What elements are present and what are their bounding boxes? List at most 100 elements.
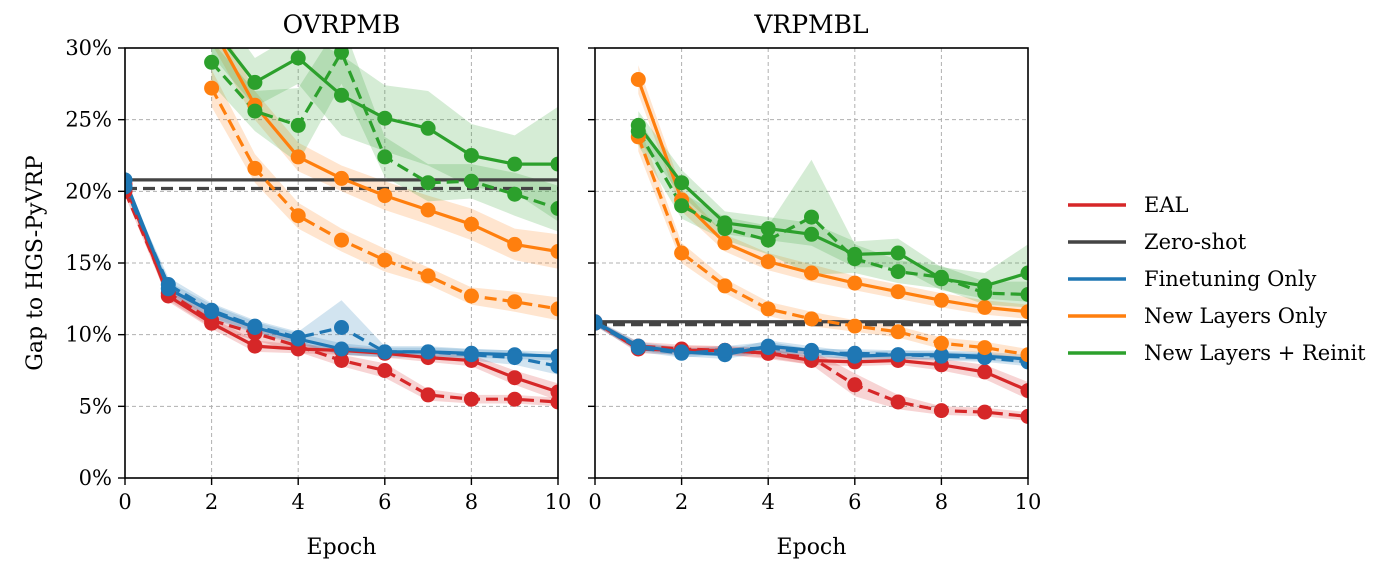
point-new-layers-only	[804, 311, 819, 327]
point-new-layers-reinit	[334, 48, 349, 60]
point-finetuning-only	[377, 344, 393, 360]
point-new-layers-only	[1020, 347, 1028, 363]
x-tick-label: 2	[675, 490, 688, 514]
point-new-layers-only	[507, 236, 523, 252]
point-new-layers-only	[420, 268, 436, 284]
point-new-layers-reinit	[890, 245, 906, 261]
point-eal	[1020, 408, 1028, 424]
point-new-layers-reinit	[804, 209, 819, 225]
point-new-layers-only	[550, 301, 558, 317]
x-tick-label: 4	[292, 490, 305, 514]
point-new-layers-reinit	[507, 186, 523, 202]
point-finetuning-only	[804, 345, 819, 361]
band-new-layers-only-solid	[638, 65, 1028, 319]
point-new-layers-reinit	[1020, 287, 1028, 302]
band-new-layers-only-solid	[214, 48, 558, 269]
line-new-layers-only-solid	[636, 78, 1028, 314]
y-tick-label: 30%	[65, 36, 112, 60]
point-eal	[977, 364, 993, 380]
legend: EAL Zero-shot Finetuning Only New Layers On…	[1068, 193, 1366, 365]
x-tick-label: 8	[465, 490, 478, 514]
point-new-layers-reinit	[290, 117, 306, 133]
point-new-layers-reinit	[334, 87, 349, 103]
point-finetuning-only	[334, 341, 349, 357]
point-new-layers-only	[463, 216, 479, 232]
line-new-layers-reinit-dashed	[636, 130, 1028, 297]
point-new-layers-reinit	[507, 156, 523, 172]
point-eal	[507, 370, 523, 386]
point-new-layers-reinit	[247, 103, 263, 119]
y-tick-label: 25%	[65, 108, 112, 132]
point-new-layers-reinit	[463, 173, 479, 189]
line-new-layers-reinit-solid	[637, 124, 1028, 288]
point-finetuning-only	[334, 320, 349, 335]
point-finetuning-only	[890, 347, 906, 363]
point-new-layers-reinit	[804, 226, 819, 242]
y-tick-label: 15%	[65, 251, 112, 275]
point-new-layers-reinit	[674, 175, 690, 191]
x-tick-label: 0	[118, 490, 131, 514]
point-new-layers-only	[977, 340, 993, 356]
point-new-layers-only	[334, 232, 349, 248]
point-new-layers-only	[977, 299, 993, 315]
panel-title: OVRPMB	[283, 10, 401, 39]
point-finetuning-only	[463, 347, 479, 363]
point-new-layers-reinit	[630, 123, 646, 139]
point-new-layers-only	[204, 80, 220, 96]
point-new-layers-reinit	[377, 110, 393, 126]
point-finetuning-only	[247, 318, 263, 334]
point-new-layers-only	[933, 292, 949, 308]
point-finetuning-only	[847, 345, 863, 361]
point-eal	[847, 377, 863, 393]
legend-label-finetuning-only: Finetuning Only	[1144, 267, 1317, 291]
point-new-layers-only	[377, 188, 393, 204]
y-tick-label: 20%	[65, 179, 112, 203]
point-eal	[977, 404, 993, 420]
point-new-layers-reinit	[717, 221, 733, 237]
point-new-layers-reinit	[760, 221, 776, 237]
legend-label-eal: EAL	[1144, 193, 1188, 217]
point-finetuning-only	[674, 345, 690, 361]
point-eal	[550, 394, 558, 410]
x-tick-label: 4	[762, 490, 775, 514]
x-axis-label: Epoch	[307, 535, 377, 560]
point-new-layers-only	[847, 318, 863, 334]
point-finetuning-only	[160, 277, 176, 292]
x-tick-label: 0	[588, 490, 601, 514]
point-new-layers-reinit	[933, 269, 949, 285]
point-finetuning-only	[630, 340, 646, 356]
legend-label-new-layers-only: New Layers Only	[1144, 304, 1327, 328]
point-finetuning-only	[204, 302, 220, 318]
x-tick-label: 2	[205, 490, 218, 514]
point-new-layers-only	[717, 278, 733, 294]
point-new-layers-only	[630, 72, 646, 87]
point-new-layers-only	[890, 324, 906, 340]
point-new-layers-reinit	[420, 175, 436, 191]
point-finetuning-only	[933, 348, 949, 364]
point-new-layers-only	[674, 245, 690, 261]
legend-label-zero-shot: Zero-shot	[1144, 230, 1247, 254]
point-eal	[1020, 383, 1028, 399]
x-tick-label: 6	[378, 490, 391, 514]
point-new-layers-reinit	[463, 148, 479, 163]
point-new-layers-only	[377, 252, 393, 268]
point-eal	[247, 338, 263, 354]
x-tick-label: 8	[935, 490, 948, 514]
point-new-layers-only	[204, 19, 219, 34]
point-eal	[463, 391, 479, 407]
band-finetuning-only-solid	[125, 177, 558, 361]
point-new-layers-only	[717, 235, 733, 251]
point-eal	[507, 391, 523, 407]
point-finetuning-only	[550, 358, 558, 374]
point-eal	[420, 387, 436, 403]
point-new-layers-only	[420, 202, 436, 218]
x-tick-label: 6	[848, 490, 861, 514]
legend-label-new-layers-reinit: New Layers + Reinit	[1144, 341, 1366, 365]
point-eal	[334, 353, 349, 368]
point-new-layers-reinit	[674, 198, 690, 214]
point-finetuning-only	[507, 350, 523, 366]
point-finetuning-only	[717, 342, 733, 358]
band-new-layers-reinit-dashed	[638, 116, 1028, 308]
y-tick-label: 0%	[79, 466, 112, 490]
